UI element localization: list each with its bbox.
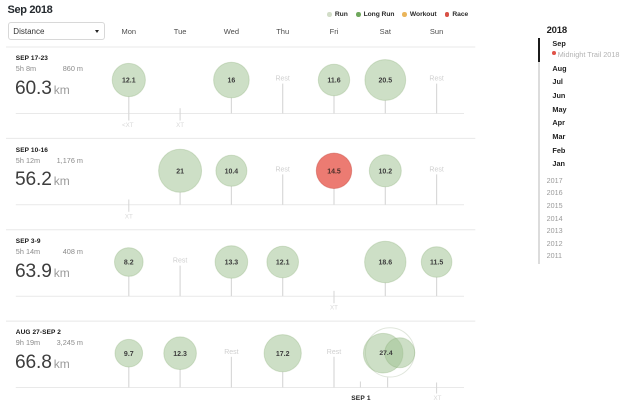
svg-text:11.6: 11.6 xyxy=(327,78,340,85)
svg-text:10.2: 10.2 xyxy=(378,168,392,175)
svg-text:<XT: <XT xyxy=(122,122,134,129)
svg-text:18.6: 18.6 xyxy=(378,260,392,267)
svg-text:Rest: Rest xyxy=(327,349,341,356)
svg-text:12.1: 12.1 xyxy=(122,78,136,85)
svg-text:11.5: 11.5 xyxy=(430,260,443,267)
svg-text:9.7: 9.7 xyxy=(124,351,134,358)
svg-text:27.4: 27.4 xyxy=(379,350,392,357)
svg-text:Rest: Rest xyxy=(429,76,443,83)
svg-text:XT: XT xyxy=(176,122,184,129)
svg-text:20.5: 20.5 xyxy=(378,78,392,85)
svg-text:Rest: Rest xyxy=(275,76,289,83)
svg-text:17.2: 17.2 xyxy=(276,351,290,358)
svg-text:12.3: 12.3 xyxy=(173,351,187,358)
svg-text:Rest: Rest xyxy=(429,166,443,173)
svg-text:Rest: Rest xyxy=(275,166,289,173)
svg-text:SEP 1: SEP 1 xyxy=(351,395,371,402)
svg-text:13.3: 13.3 xyxy=(225,260,239,267)
svg-text:12.1: 12.1 xyxy=(276,260,290,267)
svg-text:8.2: 8.2 xyxy=(124,260,134,267)
svg-text:XT: XT xyxy=(330,305,338,312)
svg-text:14.5: 14.5 xyxy=(327,168,341,175)
svg-text:Rest: Rest xyxy=(173,258,187,265)
svg-text:Rest: Rest xyxy=(224,349,238,356)
svg-text:10.4: 10.4 xyxy=(225,168,239,175)
svg-text:21: 21 xyxy=(176,168,184,175)
svg-text:XT: XT xyxy=(433,395,441,402)
svg-text:16: 16 xyxy=(228,78,236,85)
svg-text:XT: XT xyxy=(125,213,133,220)
